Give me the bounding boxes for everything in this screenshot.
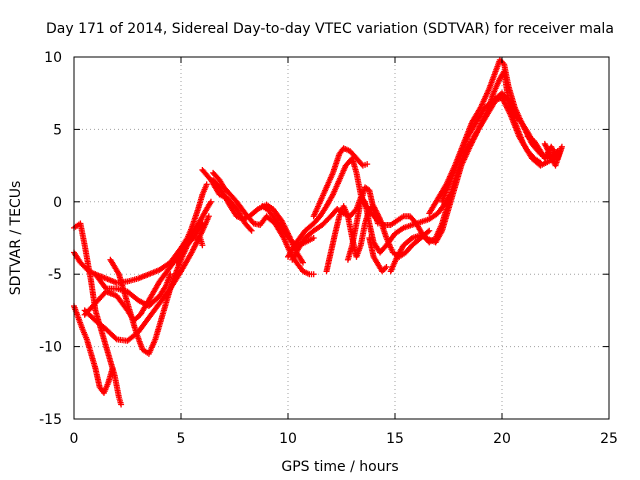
data-point-fill (382, 265, 389, 272)
y-tick-label: 10 (44, 50, 62, 66)
series-trace-k (199, 166, 255, 234)
y-tick-label: 0 (53, 195, 62, 211)
series-trace-h (173, 198, 214, 266)
series-trace-c (71, 220, 125, 408)
data-point (118, 401, 125, 408)
data-point (167, 271, 174, 278)
y-tick-label: -5 (48, 267, 62, 283)
plot-frame (73, 56, 610, 420)
x-tick-label: 10 (279, 431, 297, 447)
data-point (203, 181, 210, 188)
x-tick-label: 0 (70, 431, 79, 447)
y-tick-label: -10 (39, 340, 62, 356)
data-point (426, 227, 433, 234)
series-trace-p (344, 184, 381, 263)
x-axis-title: GPS time / hours (281, 459, 398, 475)
data-point (310, 235, 317, 241)
data-point-fill (247, 226, 254, 233)
data-point-fill (425, 228, 432, 235)
data-point (248, 227, 255, 234)
data-point (299, 259, 306, 266)
data-point (205, 213, 212, 220)
grid-layer (74, 57, 609, 419)
x-tick-labels: 0 5 10 15 20 25 (70, 431, 618, 447)
series-trace-u (524, 133, 565, 169)
data-point (374, 220, 381, 227)
data-point (310, 271, 317, 278)
series-trace-n (310, 145, 371, 220)
ticks-layer (73, 56, 610, 420)
data-point (364, 161, 371, 168)
series-trace-g (92, 271, 174, 310)
data-point (199, 242, 206, 249)
x-tick-label: 5 (177, 431, 186, 447)
y-tick-label: 5 (53, 122, 62, 138)
data-point (383, 263, 390, 270)
chart-title: Day 171 of 2014, Sidereal Day-to-day VTE… (46, 21, 614, 37)
y-tick-labels: -15 -10 -5 0 5 10 (39, 50, 62, 428)
data-point (207, 198, 214, 205)
data-point (541, 140, 548, 147)
x-tick-label: 15 (386, 431, 404, 447)
series-trace-b (71, 303, 116, 396)
x-tick-label: 25 (600, 431, 618, 447)
y-tick-label: -15 (39, 412, 62, 428)
data-points-layer (71, 56, 565, 408)
x-tick-label: 20 (493, 431, 511, 447)
y-axis-title: SDTVAR / TECUs (8, 181, 24, 296)
series-trace-v (259, 203, 317, 249)
data-point-fill (102, 284, 109, 291)
series-trace-q (366, 235, 390, 275)
